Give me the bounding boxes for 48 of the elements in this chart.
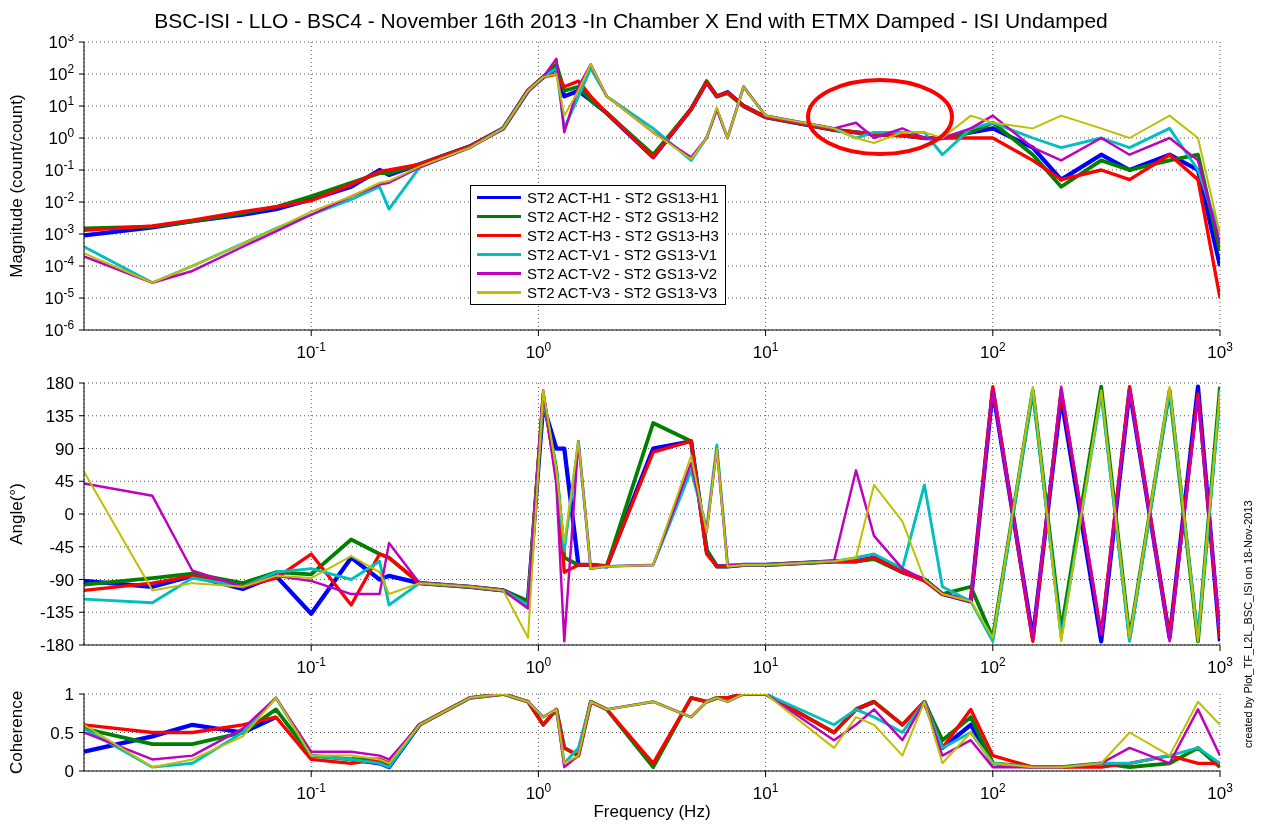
y-tick-label: 135	[45, 406, 74, 426]
text: created by Plot_TF_L2L_BSC_ISI on 18-Nov-2013	[1242, 500, 1254, 750]
y-axis-title: Magnitude (count/count)	[7, 94, 27, 278]
y-tick-label: -180	[39, 636, 74, 655]
x-tick-label: 10$^{3}$	[1207, 340, 1234, 362]
x-tick-label: 10$^{3}$	[1207, 781, 1234, 803]
y-tick-label: -90	[49, 570, 74, 590]
y-tick-label: 0.5	[50, 723, 74, 743]
x-tick-label: 10$^{0}$	[525, 655, 552, 677]
y-tick-label: 180	[45, 374, 74, 393]
x-tick-label: 10$^{1}$	[752, 340, 779, 362]
legend-label: ST2 ACT-H1 - ST2 GS13-H1	[527, 188, 719, 207]
y-tick-label: 90	[55, 439, 74, 459]
y-tick-label: 0	[64, 762, 74, 781]
x-tick-label: 10$^{1}$	[752, 655, 779, 677]
chart-title: BSC-ISI - LLO - BSC4 - November 16th 2013 -In Chamber X End with ETMX Damped - ISI Undamped	[154, 9, 1108, 32]
y-tick-label: -135	[39, 603, 74, 623]
legend-label: ST2 ACT-H2 - ST2 GS13-H2	[527, 207, 719, 226]
y-tick-label: 10$^{-5}$	[44, 286, 75, 308]
legend-label: ST2 ACT-H3 - ST2 GS13-H3	[527, 226, 719, 245]
x-tick-label: 10$^{2}$	[980, 781, 1006, 803]
legend-label: ST2 ACT-V2 - ST2 GS13-V2	[527, 264, 718, 283]
x-tick-label: 10$^{-1}$	[296, 655, 327, 677]
y-tick-label: -45	[49, 537, 74, 557]
x-tick-label: 10$^{1}$	[752, 781, 779, 803]
x-axis-title: Frequency (Hz)	[593, 802, 711, 821]
y-tick-label: 10$^{0}$	[48, 126, 75, 148]
y-tick-label: 10$^{-4}$	[44, 254, 75, 276]
y-tick-label: 45	[55, 472, 74, 492]
y-tick-label: 10$^{2}$	[48, 62, 75, 84]
x-tick-label: 10$^{0}$	[525, 781, 552, 803]
x-tick-label: 10$^{-1}$	[296, 781, 327, 803]
y-tick-label: 0	[64, 505, 74, 524]
x-tick-label: 10$^{2}$	[980, 655, 1006, 677]
x-tick-label: 10$^{0}$	[525, 340, 552, 362]
y-tick-label: 10$^{1}$	[48, 94, 75, 116]
x-tick-label: 10$^{3}$	[1207, 655, 1234, 677]
y-tick-label: 10$^{-6}$	[44, 318, 75, 340]
legend-label: ST2 ACT-V1 - ST2 GS13-V1	[527, 245, 718, 264]
x-tick-label: 10$^{-1}$	[296, 340, 327, 362]
x-tick-label: 10$^{2}$	[980, 340, 1006, 362]
y-tick-label: 10$^{-1}$	[44, 158, 75, 180]
y-tick-label: 1	[64, 685, 74, 704]
y-tick-label: 10$^{-3}$	[44, 222, 75, 244]
y-axis-title: Coherence	[7, 690, 27, 775]
y-tick-label: 10$^{-2}$	[44, 190, 75, 212]
legend-label: ST2 ACT-V3 - ST2 GS13-V3	[527, 283, 718, 302]
y-axis-title: Angle(°)	[7, 483, 27, 545]
